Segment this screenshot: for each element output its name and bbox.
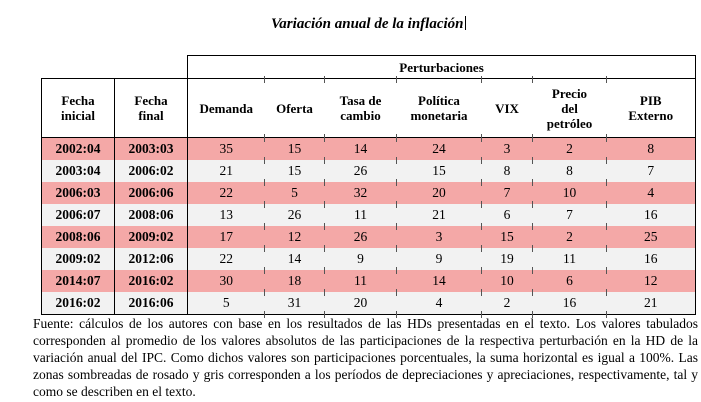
value-cell[interactable]: 3	[481, 134, 533, 163]
header-fecha-inicial[interactable]: Fecha inicial	[41, 78, 115, 138]
value-cell[interactable]: 9	[396, 244, 482, 274]
value-cell[interactable]: 25	[605, 222, 697, 252]
table-row: 2016:02 2016:06 5 31 20 4 2 16 21	[41, 288, 697, 317]
value-cell[interactable]: 14	[264, 244, 325, 274]
value-cell[interactable]: 15	[481, 222, 533, 252]
fecha-final-cell[interactable]: 2016:06	[114, 292, 188, 315]
header-politica-monetaria[interactable]: Política monetaria	[396, 75, 482, 140]
value-cell[interactable]: 11	[532, 244, 607, 274]
group-header-perturbaciones[interactable]: Perturbaciones	[186, 55, 697, 79]
value-cell[interactable]: 2	[532, 222, 607, 252]
value-cell[interactable]: 5	[187, 292, 265, 315]
value-cell[interactable]: 12	[605, 266, 697, 296]
value-cell[interactable]: 22	[187, 182, 265, 204]
column-header-row: Fecha inicial Fecha final Demanda Oferta…	[41, 75, 697, 140]
fecha-inicial-cell[interactable]: 2016:02	[41, 292, 115, 315]
value-cell[interactable]: 13	[187, 204, 265, 226]
fecha-inicial-cell[interactable]: 2008:06	[41, 226, 115, 248]
fecha-final-cell[interactable]: 2008:06	[114, 204, 188, 226]
fecha-final-cell[interactable]: 2006:02	[114, 160, 188, 182]
group-header-row: Perturbaciones	[42, 55, 697, 79]
value-cell[interactable]: 16	[532, 288, 607, 317]
value-cell[interactable]: 4	[605, 178, 697, 208]
header-precio-del-petroleo[interactable]: Precio del petróleo	[532, 75, 607, 140]
table-row: 2002:04 2003:03 35 15 14 24 3 2 8	[41, 134, 697, 163]
fecha-final-cell[interactable]: 2009:02	[114, 226, 188, 248]
text-cursor	[464, 16, 467, 30]
header-oferta[interactable]: Oferta	[264, 75, 325, 140]
fecha-inicial-cell[interactable]: 2014:07	[41, 270, 115, 292]
page-title[interactable]: Variación anual de la inflación	[270, 16, 464, 32]
value-cell[interactable]: 11	[324, 266, 397, 296]
value-cell[interactable]: 2	[532, 134, 607, 163]
value-cell[interactable]: 8	[481, 156, 533, 186]
value-cell[interactable]: 12	[264, 222, 325, 252]
value-cell[interactable]: 15	[264, 134, 325, 163]
value-cell[interactable]: 14	[324, 134, 397, 163]
header-vix[interactable]: VIX	[481, 75, 533, 140]
value-cell[interactable]: 3	[396, 222, 482, 252]
value-cell[interactable]: 21	[605, 288, 697, 317]
document-title-row: Variación anual de la inflación	[42, 16, 695, 33]
value-cell[interactable]: 24	[396, 134, 482, 163]
value-cell[interactable]: 21	[396, 200, 482, 230]
table-row: 2003:04 2006:02 21 15 26 15 8 8 7	[41, 156, 697, 186]
fecha-final-cell[interactable]: 2016:02	[114, 270, 188, 292]
value-cell[interactable]: 20	[396, 178, 482, 208]
header-tasa-de-cambio[interactable]: Tasa de cambio	[324, 75, 397, 140]
fecha-inicial-cell[interactable]: 2006:07	[41, 204, 115, 226]
value-cell[interactable]: 6	[532, 266, 607, 296]
value-cell[interactable]: 8	[532, 156, 607, 186]
table-body: Perturbaciones Fecha inicial Fecha final…	[41, 55, 697, 317]
value-cell[interactable]: 8	[605, 134, 697, 163]
fecha-final-cell[interactable]: 2006:06	[114, 182, 188, 204]
value-cell[interactable]: 20	[324, 288, 397, 317]
fecha-final-cell[interactable]: 2012:06	[114, 248, 188, 270]
value-cell[interactable]: 15	[264, 156, 325, 186]
fecha-inicial-cell[interactable]: 2003:04	[41, 160, 115, 182]
header-spacer-cell	[42, 56, 188, 79]
table-row: 2008:06 2009:02 17 12 26 3 15 2 25	[41, 222, 697, 252]
value-cell[interactable]: 6	[481, 200, 533, 230]
value-cell[interactable]: 17	[187, 226, 265, 248]
value-cell[interactable]: 32	[324, 178, 397, 208]
value-cell[interactable]: 26	[324, 222, 397, 252]
value-cell[interactable]: 31	[264, 288, 325, 317]
table-row: 2014:07 2016:02 30 18 11 14 10 6 12	[41, 266, 697, 296]
value-cell[interactable]: 35	[187, 137, 265, 160]
inflation-table: Perturbaciones Fecha inicial Fecha final…	[41, 55, 697, 317]
header-pib-externo[interactable]: PIB Externo	[605, 75, 697, 140]
value-cell[interactable]: 7	[532, 200, 607, 230]
value-cell[interactable]: 2	[481, 288, 533, 317]
value-cell[interactable]: 16	[605, 244, 697, 274]
fecha-inicial-cell[interactable]: 2002:04	[41, 137, 115, 160]
header-demanda[interactable]: Demanda	[187, 78, 265, 138]
value-cell[interactable]: 7	[481, 178, 533, 208]
value-cell[interactable]: 16	[605, 200, 697, 230]
value-cell[interactable]: 30	[187, 270, 265, 292]
table-row: 2006:07 2008:06 13 26 11 21 6 7 16	[41, 200, 697, 230]
header-fecha-final[interactable]: Fecha final	[114, 78, 188, 138]
value-cell[interactable]: 26	[324, 156, 397, 186]
value-cell[interactable]: 14	[396, 266, 482, 296]
value-cell[interactable]: 4	[396, 288, 482, 317]
value-cell[interactable]: 22	[187, 248, 265, 270]
fecha-inicial-cell[interactable]: 2006:03	[41, 182, 115, 204]
fecha-inicial-cell[interactable]: 2009:02	[41, 248, 115, 270]
table-row: 2009:02 2012:06 22 14 9 9 19 11 16	[41, 244, 697, 274]
fecha-final-cell[interactable]: 2003:03	[114, 137, 188, 160]
value-cell[interactable]: 10	[481, 266, 533, 296]
table-source-footnote[interactable]: Fuente: cálculos de los autores con base…	[33, 316, 698, 399]
value-cell[interactable]: 5	[264, 178, 325, 208]
value-cell[interactable]: 21	[187, 160, 265, 182]
value-cell[interactable]: 15	[396, 156, 482, 186]
value-cell[interactable]: 7	[605, 156, 697, 186]
table-row: 2006:03 2006:06 22 5 32 20 7 10 4	[41, 178, 697, 208]
value-cell[interactable]: 18	[264, 266, 325, 296]
value-cell[interactable]: 11	[324, 200, 397, 230]
value-cell[interactable]: 10	[532, 178, 607, 208]
value-cell[interactable]: 26	[264, 200, 325, 230]
value-cell[interactable]: 9	[324, 244, 397, 274]
value-cell[interactable]: 19	[481, 244, 533, 274]
